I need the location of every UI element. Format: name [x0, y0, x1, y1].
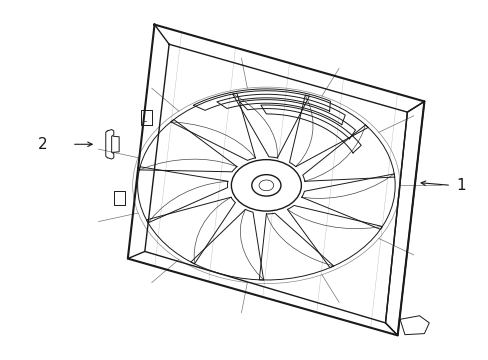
- Circle shape: [231, 159, 301, 211]
- Circle shape: [251, 175, 281, 196]
- Text: 1: 1: [455, 178, 465, 193]
- Text: 2: 2: [38, 137, 47, 152]
